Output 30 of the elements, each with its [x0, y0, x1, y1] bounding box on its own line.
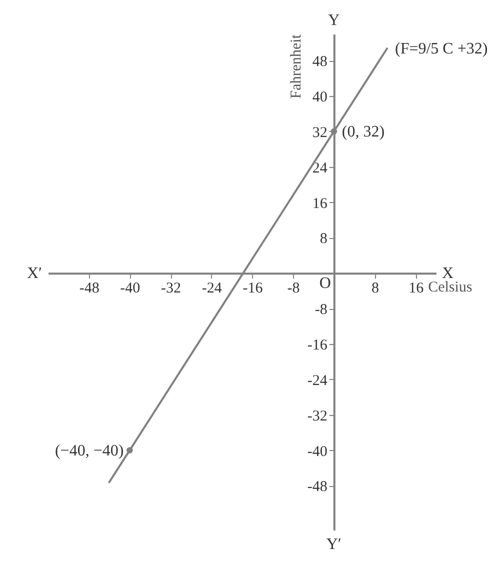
y-tick-label: 16	[312, 196, 328, 212]
y-tick-label: 32	[312, 124, 328, 141]
y-tick-label: -24	[307, 372, 328, 389]
x-tick-label: -8	[287, 280, 300, 297]
y-tick-label: 24	[312, 160, 328, 176]
x-tick-label: 16	[408, 280, 424, 297]
x-tick-label: -16	[242, 280, 264, 297]
text: X′	[26, 265, 42, 282]
y-tick-label: -48	[307, 479, 328, 496]
annotation: O	[319, 275, 331, 292]
y-axis-title: Fahrenheit	[288, 34, 304, 99]
x-tick-label: -32	[161, 280, 182, 297]
y-tick-label: -40	[307, 444, 328, 460]
annotation: (−40, −40)	[54, 442, 124, 460]
y-tick-label: 40	[312, 90, 328, 106]
x-tick-label: -24	[202, 280, 222, 297]
y-tick-label: -32	[307, 408, 328, 424]
text: Y	[328, 12, 340, 29]
x-tick-label: 8	[371, 280, 379, 297]
text: X	[442, 265, 454, 282]
x-axis-title: Celsius	[428, 280, 472, 296]
text: Y′	[326, 536, 342, 553]
annotation: (F=9/5 C +32)	[394, 40, 488, 58]
y-tick-label: 48	[312, 54, 328, 70]
x-tick-label: -48	[79, 280, 100, 297]
y-tick-label: -8	[314, 302, 328, 318]
y-tick-label: 8	[320, 231, 328, 248]
y-tick-label: -16	[307, 338, 328, 354]
annotation: (0, 32)	[342, 123, 385, 140]
x-tick-label: -40	[120, 280, 140, 297]
